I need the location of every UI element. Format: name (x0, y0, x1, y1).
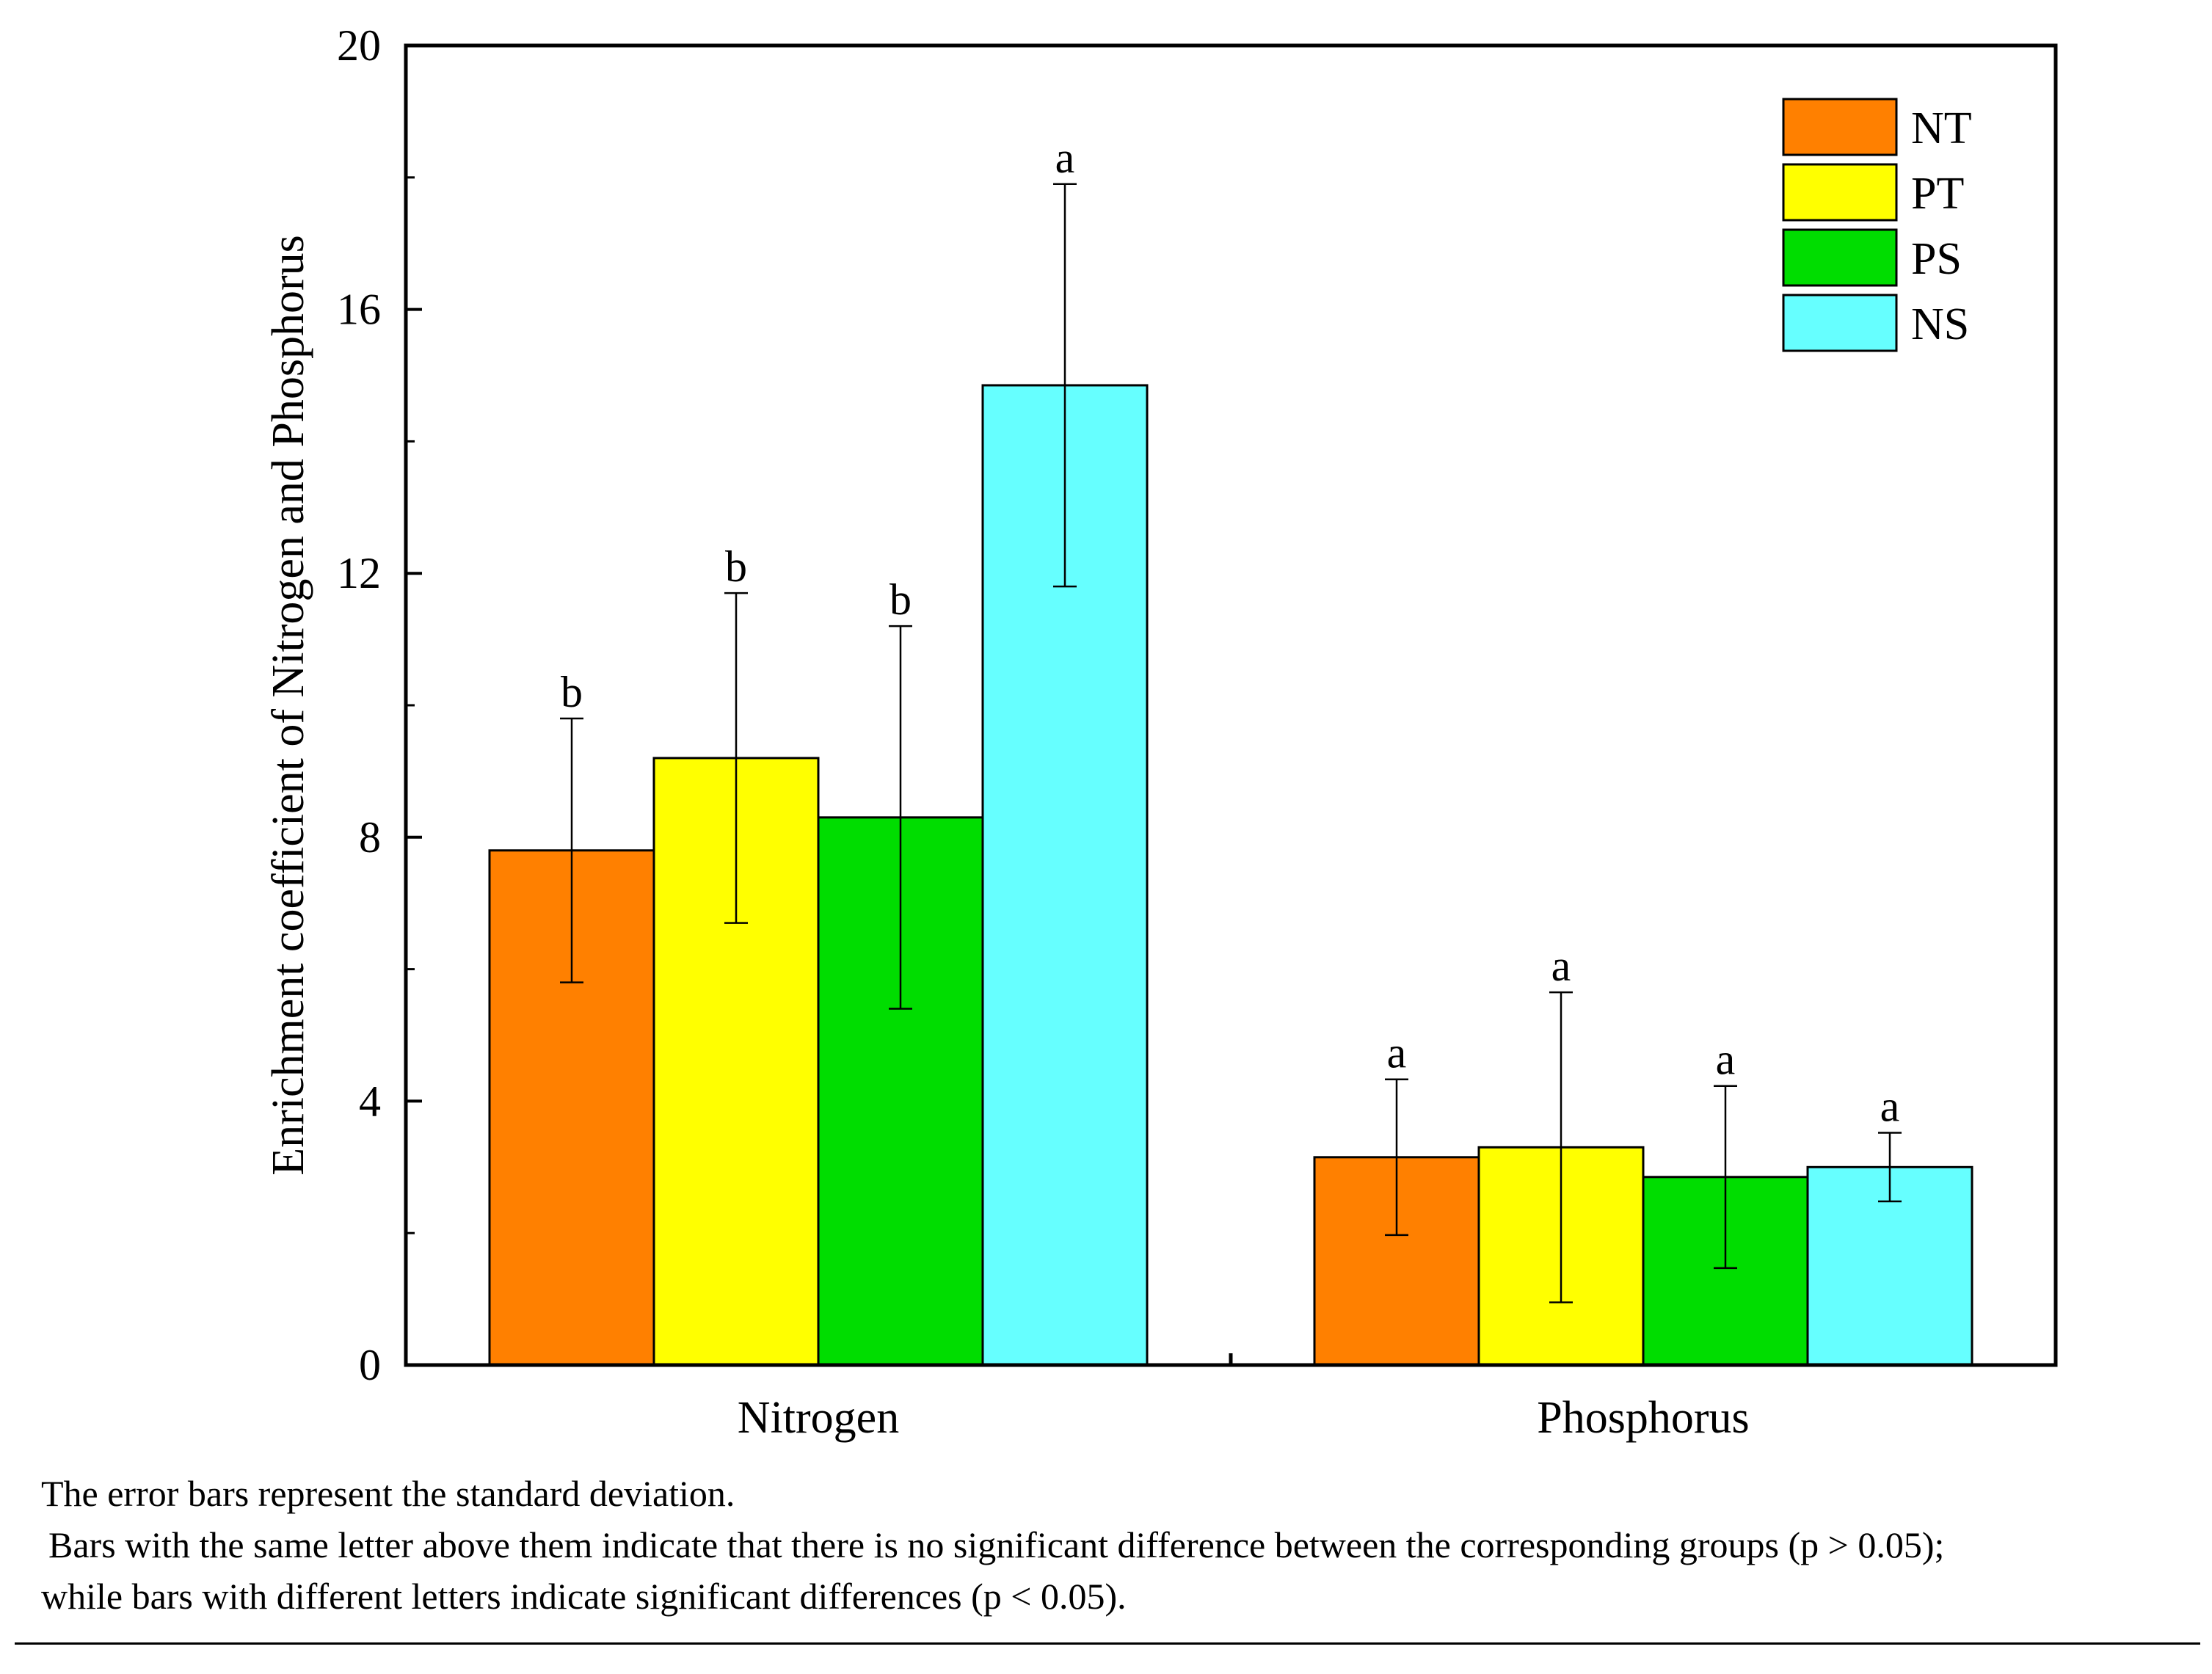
x-category-label: Phosphorus (1537, 1393, 1749, 1443)
significance-letter: a (1055, 134, 1075, 182)
y-tick-label: 16 (337, 285, 381, 334)
significance-letter: a (1387, 1029, 1407, 1077)
significance-letter: b (561, 668, 583, 716)
legend-swatch (1782, 98, 1898, 156)
caption-different-letters: while bars with different letters indica… (41, 1576, 1127, 1617)
legend: NT PT PS NS (1782, 98, 1972, 352)
significance-letter: b (889, 575, 912, 624)
x-category-label: Nitrogen (738, 1393, 899, 1443)
legend-label: NS (1911, 299, 1969, 349)
legend-swatch (1782, 294, 1898, 352)
y-tick-label: 0 (359, 1341, 381, 1389)
legend-swatch (1782, 228, 1898, 287)
significance-letter: a (1551, 942, 1571, 990)
y-axis: 0 4 8 12 16 20 (337, 21, 422, 1389)
error-bars-layer (560, 183, 1902, 1303)
legend-label: PT (1911, 169, 1964, 219)
legend-swatch (1782, 163, 1898, 222)
caption-error-bars: The error bars represent the standard de… (41, 1473, 735, 1514)
y-tick-label: 4 (359, 1077, 381, 1125)
y-tick-label: 12 (337, 549, 381, 597)
significance-labels-layer: b b b a a a a a (561, 134, 1899, 1131)
legend-label: NT (1911, 103, 1972, 153)
y-tick-label: 20 (337, 21, 381, 70)
significance-letter: a (1716, 1036, 1736, 1084)
y-tick-label: 8 (359, 813, 381, 862)
x-axis: Nitrogen Phosphorus (738, 1353, 1750, 1443)
legend-label: PS (1911, 234, 1962, 284)
y-axis-label: Enrichment coefficient of Nitrogen and P… (263, 235, 313, 1176)
caption-same-letter: Bars with the same letter above them ind… (48, 1524, 1945, 1565)
bottom-rule (15, 1642, 2200, 1645)
significance-letter: a (1880, 1082, 1900, 1131)
significance-letter: b (725, 542, 747, 591)
bars-layer (488, 384, 1973, 1367)
